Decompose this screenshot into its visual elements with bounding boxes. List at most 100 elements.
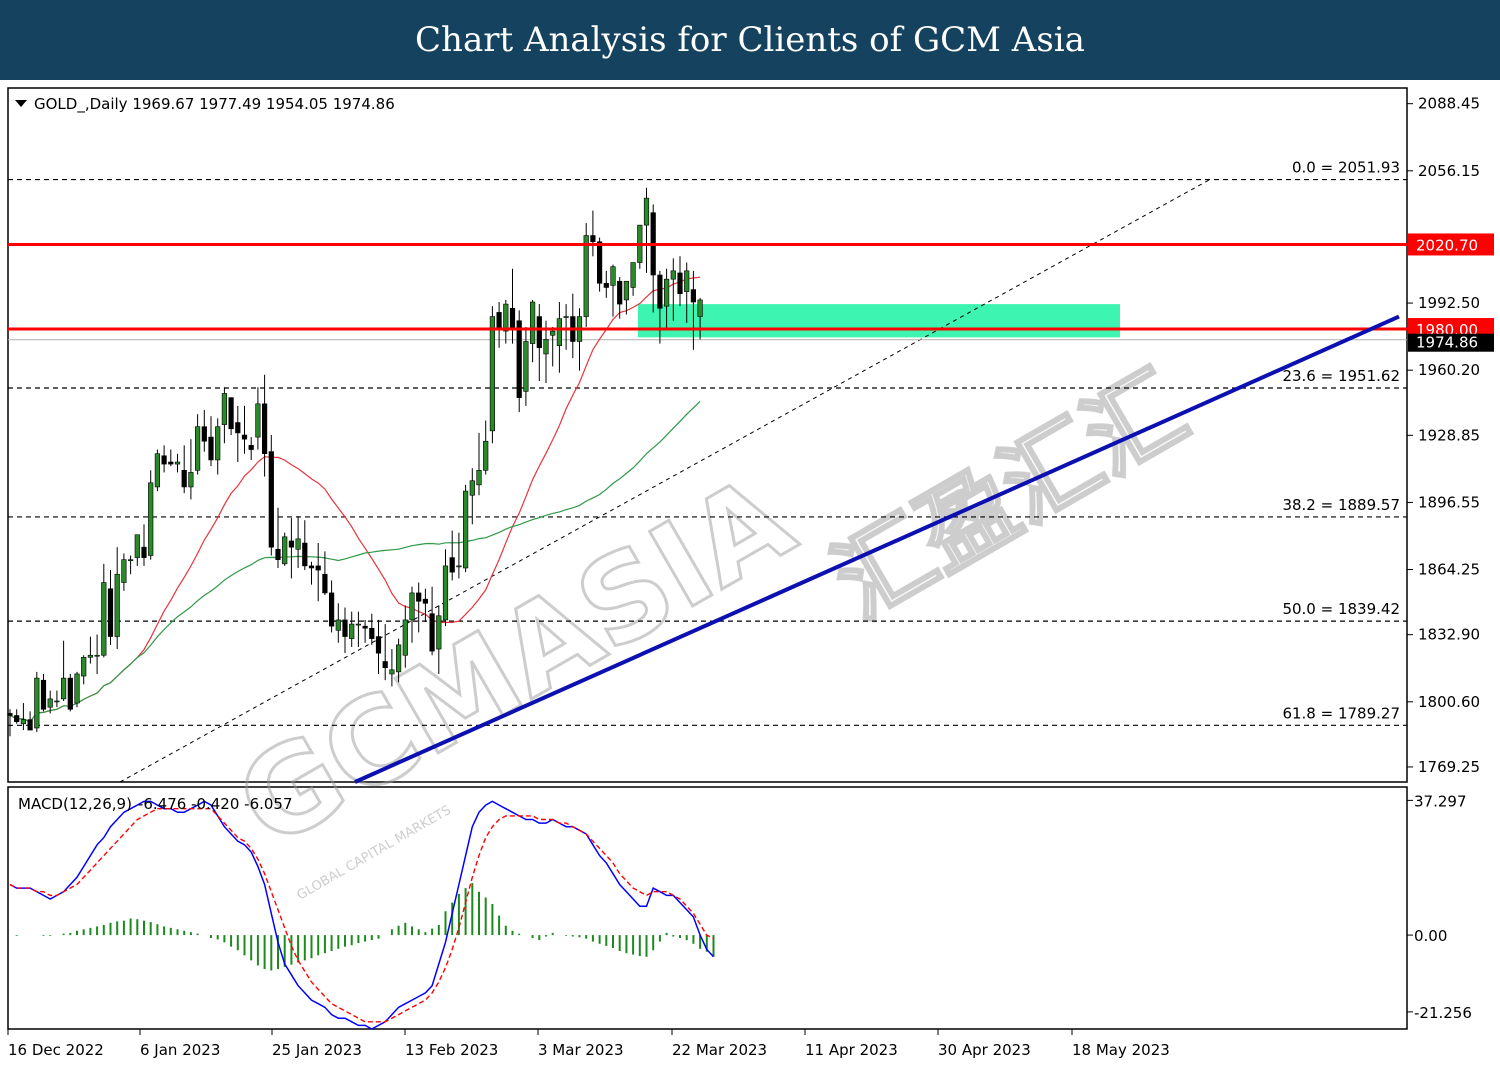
candle[interactable] [288,518,295,579]
candle[interactable] [382,624,388,681]
candle[interactable] [630,262,636,296]
candle[interactable] [483,420,489,475]
candle[interactable] [215,418,221,475]
candle[interactable] [476,432,482,496]
candle[interactable] [282,532,288,566]
candle[interactable] [596,237,603,292]
candle[interactable] [375,619,382,674]
candle[interactable] [516,310,522,413]
candle[interactable] [261,374,268,477]
candle[interactable] [54,690,60,708]
candle[interactable] [590,210,596,257]
candle[interactable] [67,673,73,712]
candle[interactable] [228,397,234,435]
candle[interactable] [174,453,181,473]
candle[interactable] [643,187,650,273]
candle[interactable] [442,549,449,627]
candle[interactable] [543,320,549,384]
candle[interactable] [74,671,80,708]
candle[interactable] [134,534,140,566]
candle[interactable] [617,277,623,319]
candle[interactable] [255,387,261,450]
candle[interactable] [583,223,589,327]
candle[interactable] [241,405,248,454]
candle[interactable] [141,524,147,566]
candle[interactable] [201,410,207,452]
candle[interactable] [663,268,670,330]
candle[interactable] [416,582,422,633]
candle[interactable] [523,326,529,406]
candle[interactable] [168,449,174,467]
uptrend-line[interactable] [354,314,1400,784]
candle[interactable] [469,468,475,525]
candle[interactable] [395,638,402,683]
candle[interactable] [657,270,663,344]
candle[interactable] [322,551,328,595]
candle[interactable] [221,387,228,444]
candle[interactable] [677,256,683,307]
candle[interactable] [195,414,201,475]
candle[interactable] [429,586,435,656]
candle[interactable] [402,605,408,668]
candle[interactable] [188,439,194,500]
candle[interactable] [107,570,114,645]
candle[interactable] [235,405,241,463]
candle[interactable] [362,619,368,643]
candle[interactable] [302,520,308,571]
candle[interactable] [389,649,395,687]
candle[interactable] [181,445,187,494]
candle[interactable] [355,611,362,647]
candle[interactable] [40,673,47,712]
candle[interactable] [697,297,703,340]
candle[interactable] [7,709,13,737]
candle[interactable] [208,416,214,467]
dropdown-triangle-icon[interactable] [15,100,27,107]
candle[interactable] [610,264,616,317]
candle[interactable] [315,543,321,602]
candle[interactable] [128,555,134,575]
candle[interactable] [14,709,20,724]
candle[interactable] [114,547,120,650]
candle[interactable] [550,326,556,367]
price-panel[interactable] [7,87,1408,783]
candle[interactable] [637,224,643,269]
candle[interactable] [623,280,629,315]
candle[interactable] [275,507,281,568]
candle[interactable] [684,262,690,323]
candle[interactable] [121,553,127,591]
candle[interactable] [248,437,254,460]
candle[interactable] [536,304,542,381]
candle[interactable] [342,607,348,654]
candle[interactable] [87,636,93,664]
candle[interactable] [369,613,375,645]
candle[interactable] [34,671,40,733]
candle[interactable] [456,532,462,579]
candle[interactable] [94,634,100,674]
candle[interactable] [670,258,676,321]
candle[interactable] [47,690,53,714]
candle[interactable] [101,563,107,658]
candle[interactable] [436,605,442,674]
candle[interactable] [690,270,696,350]
candle[interactable] [154,449,161,492]
candle[interactable] [268,435,274,556]
candle[interactable] [489,306,496,444]
candle[interactable] [449,530,455,581]
candle[interactable] [556,302,562,373]
candle[interactable] [27,711,33,731]
candle[interactable] [349,611,355,647]
candle[interactable] [335,603,341,643]
candle[interactable] [20,703,27,731]
candle[interactable] [60,640,67,701]
candle[interactable] [308,561,315,585]
candle[interactable] [563,304,569,350]
candle[interactable] [295,516,301,568]
candle[interactable] [148,470,154,560]
macd-panel[interactable] [7,786,1408,1030]
candle[interactable] [603,270,609,298]
candle[interactable] [503,299,509,344]
candle[interactable] [529,299,536,363]
candle[interactable] [161,445,167,473]
candle[interactable] [462,484,469,573]
candle[interactable] [422,588,429,623]
